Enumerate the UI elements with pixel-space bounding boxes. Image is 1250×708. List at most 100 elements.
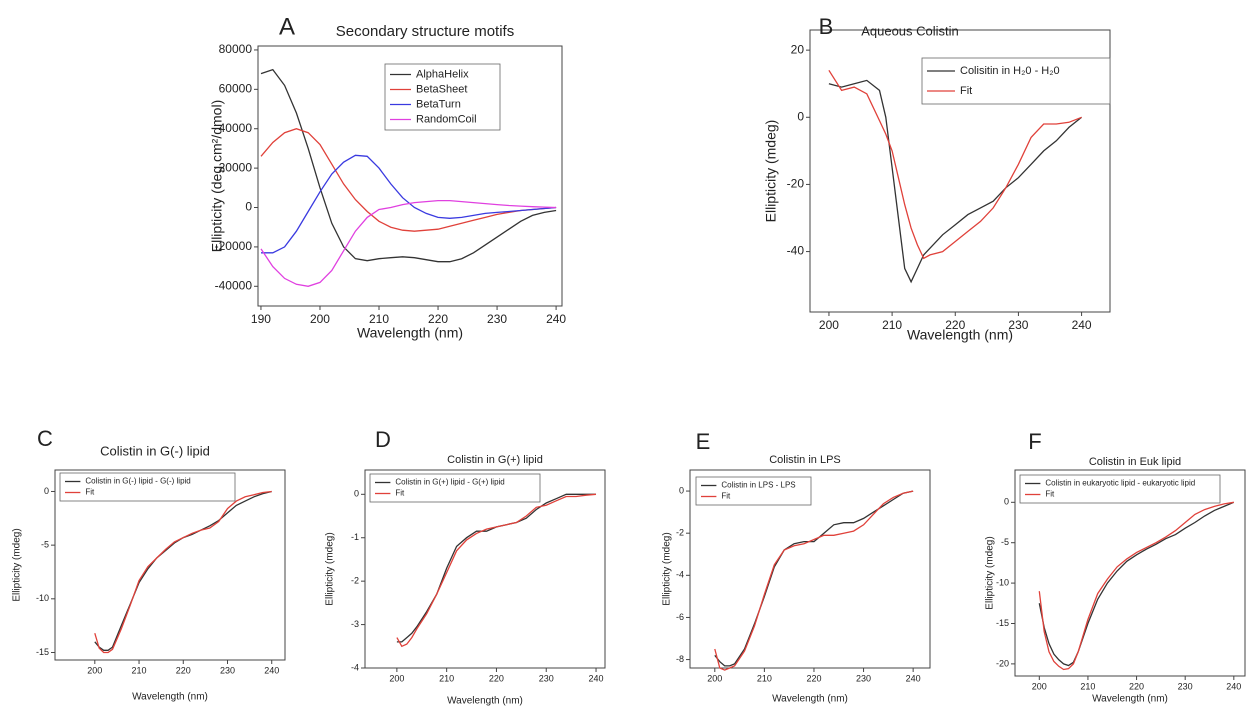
- y-tick-label: 0: [245, 200, 252, 214]
- x-tick-label: 210: [369, 312, 389, 326]
- chart-title: Colistin in LPS: [769, 454, 841, 466]
- legend-label: BetaTurn: [416, 98, 461, 110]
- x-tick-label: 200: [707, 673, 722, 683]
- series-line: [94, 490, 272, 651]
- y-tick-label: 80000: [219, 42, 253, 56]
- y-tick-label: -10: [36, 593, 49, 603]
- x-axis-label: Wavelength (nm): [447, 696, 523, 707]
- y-tick-label: -1: [351, 532, 359, 542]
- series-line: [260, 68, 557, 263]
- panel-label: F: [1028, 429, 1041, 454]
- x-tick-label: 230: [487, 312, 507, 326]
- x-axis-label: Wavelength (nm): [132, 692, 208, 703]
- series-line: [714, 490, 914, 671]
- y-tick-label: 0: [44, 486, 49, 496]
- y-axis-label: Ellipticity (mdeg): [763, 120, 779, 223]
- y-tick-label: -20: [996, 658, 1009, 668]
- x-tick-label: 200: [87, 665, 102, 675]
- x-tick-label: 220: [176, 665, 191, 675]
- plot-frame: [1014, 469, 1246, 677]
- x-tick-label: 220: [806, 673, 821, 683]
- legend-box: [369, 473, 541, 503]
- x-axis-label: Wavelength (nm): [907, 327, 1013, 343]
- x-tick-label: 200: [819, 318, 839, 332]
- panel-label: E: [696, 429, 711, 454]
- chart-title: Aqueous Colistin: [861, 23, 959, 38]
- legend-label: AlphaHelix: [416, 68, 469, 80]
- y-axis-label: Ellipticity (mdeg): [325, 532, 336, 605]
- legend-label: Fit: [85, 488, 95, 497]
- y-tick-label: 40000: [219, 121, 253, 135]
- y-tick-label: 20: [791, 42, 805, 56]
- panel-label: D: [375, 427, 391, 452]
- y-tick-label: 20000: [219, 160, 253, 174]
- y-tick-label: -5: [41, 540, 49, 550]
- series-line: [714, 490, 914, 667]
- series-line: [94, 490, 272, 654]
- chart-title: Colistin in G(-) lipid: [100, 443, 210, 458]
- x-tick-label: 210: [757, 673, 772, 683]
- y-axis-label: Ellipticity (mdeg): [12, 528, 23, 601]
- x-tick-label: 210: [439, 673, 454, 683]
- y-axis-label: Ellipticity (deg cm²/dmol): [209, 100, 225, 252]
- legend-label: Fit: [960, 85, 972, 97]
- series-line: [260, 128, 557, 232]
- y-tick-label: 0: [797, 109, 804, 123]
- x-tick-label: 190: [251, 312, 271, 326]
- y-tick-label: -2: [676, 528, 684, 538]
- y-tick-label: -40000: [215, 278, 253, 292]
- x-axis-label: Wavelength (nm): [1092, 694, 1168, 705]
- chart-title: Secondary structure motifs: [336, 23, 514, 40]
- plot-frame: [689, 469, 931, 669]
- series-line: [396, 493, 597, 648]
- panel-label: C: [37, 426, 53, 451]
- x-tick-label: 210: [882, 318, 902, 332]
- y-tick-label: -10: [996, 577, 1009, 587]
- legend-label: Fit: [395, 489, 405, 498]
- y-tick-label: -20000: [215, 239, 253, 253]
- plot-frame: [364, 469, 606, 669]
- x-tick-label: 220: [489, 673, 504, 683]
- series-line: [260, 199, 557, 287]
- x-tick-label: 220: [945, 318, 965, 332]
- chart-title: Colistin in Euk lipid: [1089, 456, 1181, 468]
- panel-label: B: [819, 14, 834, 39]
- y-tick-label: 0: [354, 489, 359, 499]
- legend-label: Colistin in G(+) lipid - G(+) lipid: [395, 478, 504, 487]
- series-line: [1038, 501, 1235, 667]
- legend-label: Fit: [1045, 490, 1055, 499]
- x-tick-label: 220: [428, 312, 448, 326]
- x-tick-label: 240: [589, 673, 604, 683]
- legend-label: Colistin in LPS - LPS: [721, 481, 795, 490]
- x-tick-label: 230: [856, 673, 871, 683]
- x-tick-label: 210: [132, 665, 147, 675]
- x-tick-label: 240: [546, 312, 566, 326]
- legend-label: Colisitin in H₂0 - H₂0: [960, 65, 1060, 77]
- series-line: [396, 493, 596, 643]
- series-line: [261, 154, 557, 254]
- y-tick-label: -8: [676, 654, 684, 664]
- legend-box: [59, 472, 236, 502]
- x-tick-label: 240: [1072, 318, 1092, 332]
- legend-box: [1019, 474, 1221, 504]
- plot-frame: [257, 45, 563, 307]
- y-tick-label: 0: [1004, 497, 1009, 507]
- y-tick-label: -15: [996, 618, 1009, 628]
- x-axis-label: Wavelength (nm): [357, 325, 463, 341]
- x-tick-label: 240: [906, 673, 921, 683]
- plot-frame: [809, 29, 1111, 313]
- legend-box: [695, 476, 812, 506]
- y-tick-label: -15: [36, 647, 49, 657]
- legend-box: [921, 57, 1111, 105]
- y-tick-label: -6: [676, 612, 684, 622]
- series-line: [828, 69, 1082, 260]
- series-line: [828, 79, 1083, 284]
- y-tick-label: -20: [787, 177, 805, 191]
- chart-title: Colistin in G(+) lipid: [447, 454, 543, 466]
- x-tick-label: 230: [539, 673, 554, 683]
- y-tick-label: 60000: [219, 82, 253, 96]
- x-tick-label: 200: [310, 312, 330, 326]
- legend-label: Colistin in eukaryotic lipid - eukaryoti…: [1045, 479, 1195, 488]
- y-tick-label: -4: [676, 570, 684, 580]
- y-tick-label: -3: [351, 619, 359, 629]
